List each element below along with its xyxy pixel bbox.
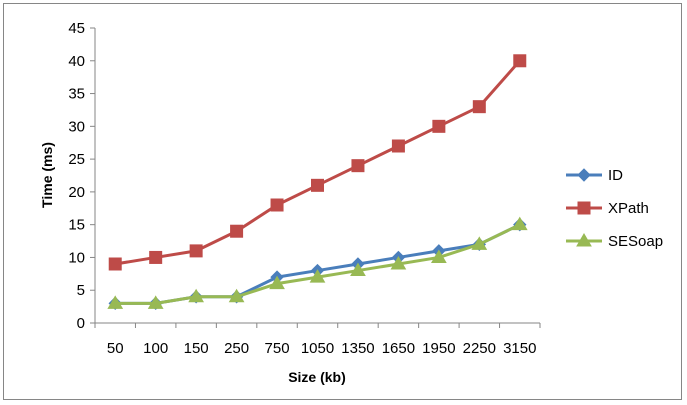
data-point-xpath xyxy=(472,100,486,114)
data-point-sesoap xyxy=(390,256,407,270)
x-tick-label: 750 xyxy=(265,340,290,357)
x-tick-label: 2250 xyxy=(463,340,496,357)
axes xyxy=(94,28,540,324)
data-point-xpath xyxy=(432,119,446,133)
data-point-xpath xyxy=(108,257,122,271)
chart-area xyxy=(3,3,682,400)
data-point-xpath xyxy=(189,244,203,258)
series-xpath xyxy=(108,54,527,271)
y-tick-label: 10 xyxy=(68,249,85,266)
y-tick-label: 15 xyxy=(68,217,85,234)
y-tick-label: 0 xyxy=(77,315,85,332)
series-sesoap xyxy=(107,216,528,309)
y-tick-label: 35 xyxy=(68,86,85,103)
y-tick-label: 20 xyxy=(68,184,85,201)
data-point-xpath xyxy=(230,224,244,238)
y-tick-label: 40 xyxy=(68,53,85,70)
x-tick-label: 1950 xyxy=(422,340,455,357)
legend-item-xpath: XPath xyxy=(566,200,649,217)
legend-marker-sesoap xyxy=(576,233,592,247)
data-point-xpath xyxy=(270,198,284,212)
data-point-sesoap xyxy=(269,275,285,290)
y-tick-label: 25 xyxy=(68,151,85,168)
data-point-sesoap xyxy=(309,269,326,283)
data-point-sesoap xyxy=(188,288,205,303)
data-point-xpath xyxy=(513,54,527,68)
legend-label-id: ID xyxy=(608,167,623,184)
data-point-xpath xyxy=(311,178,324,192)
legend-label-xpath: XPath xyxy=(608,200,649,217)
legend-item-id: ID xyxy=(566,167,623,184)
legend-label-sesoap: SESoap xyxy=(608,233,663,250)
data-point-xpath xyxy=(149,250,163,264)
x-tick-label: 1350 xyxy=(341,340,374,357)
series-id xyxy=(108,217,527,311)
y-tick-label: 5 xyxy=(77,282,85,299)
x-tick-label: 150 xyxy=(184,340,209,357)
y-tick-label: 45 xyxy=(68,20,85,37)
y-tick-label: 30 xyxy=(68,118,85,135)
data-point-sesoap xyxy=(147,295,164,309)
data-point-sesoap xyxy=(107,295,124,309)
x-axis-title: Size (kb) xyxy=(288,369,346,385)
legend-item-sesoap: SESoap xyxy=(566,233,663,250)
series-line-xpath xyxy=(114,59,521,266)
data-point-xpath xyxy=(391,139,405,153)
data-point-xpath xyxy=(351,159,365,173)
data-point-sesoap xyxy=(350,262,366,277)
x-tick-label: 1050 xyxy=(301,340,334,357)
y-axis-ticks: 0 5 10 15 20 25 30 35 40 45 xyxy=(68,20,95,332)
x-tick-label: 50 xyxy=(107,340,124,357)
data-point-sesoap xyxy=(430,249,447,263)
x-tick-label: 3150 xyxy=(503,340,536,357)
x-tick-label: 1650 xyxy=(382,340,415,357)
y-axis-title: Time (ms) xyxy=(39,142,55,208)
x-tick-label: 100 xyxy=(143,340,168,357)
legend: ID XPath SESoap xyxy=(566,167,663,250)
x-tick-label: 250 xyxy=(224,340,249,357)
data-point-sesoap xyxy=(228,288,245,303)
legend-marker-id xyxy=(577,168,591,182)
series-layer xyxy=(107,54,528,311)
data-point-sesoap xyxy=(471,236,488,250)
data-point-sesoap xyxy=(511,216,528,231)
x-axis-ticks: 50 100 150 250 750 1050 1350 1650 1950 2250 3150 xyxy=(94,323,541,357)
legend-marker-xpath xyxy=(577,201,591,215)
